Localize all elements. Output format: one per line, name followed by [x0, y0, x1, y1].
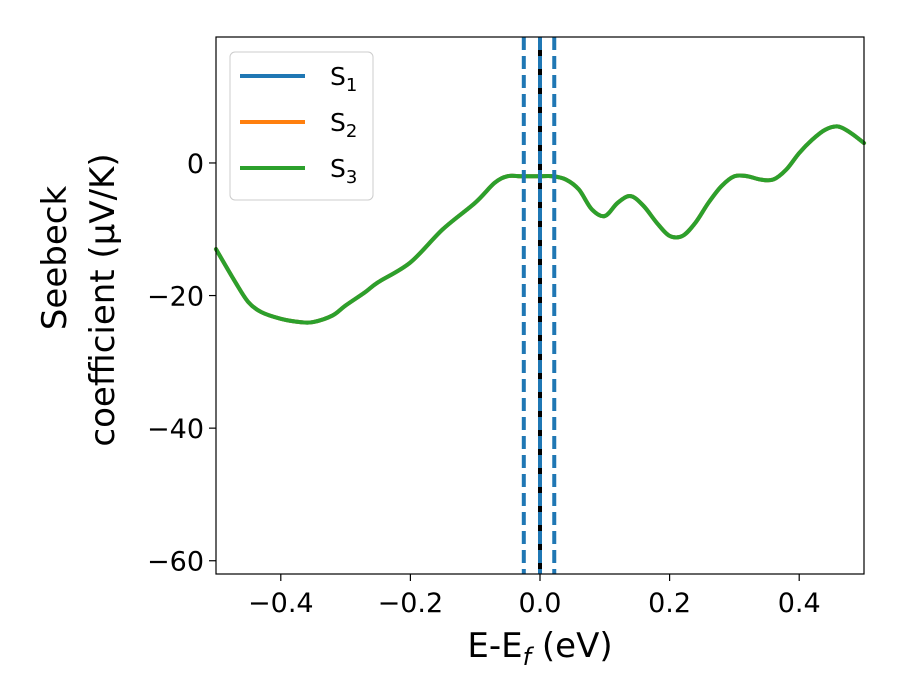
y-axis-label-line2: coefficient (μV/K) [83, 153, 123, 446]
series-line-s3 [214, 124, 866, 325]
y-axis-ticks: 0 −20 −40 −60 [147, 149, 216, 578]
x-axis-label: E-Ef (eV) [467, 626, 612, 671]
y-tick-label: −20 [147, 282, 204, 313]
legend: S1 S2 S3 [229, 51, 374, 201]
legend-box [229, 51, 374, 201]
series-lines [214, 124, 866, 325]
legend-label-s3: S3 [330, 154, 357, 188]
y-axis-label: Seebeck coefficient (μV/K) [35, 153, 123, 446]
x-tick-label: 0.0 [519, 588, 562, 619]
x-tick-label: 0.4 [778, 588, 821, 619]
x-axis-label-base: E-E [467, 626, 522, 666]
vertical-reference-lines [521, 37, 557, 574]
x-tick-label: −0.2 [378, 588, 444, 619]
legend-label-s2: S2 [330, 108, 357, 142]
y-tick-label: −40 [147, 414, 204, 445]
x-tick-label: 0.2 [648, 588, 691, 619]
x-axis-ticks: −0.4 −0.2 0.0 0.2 0.4 [248, 574, 821, 619]
y-tick-label: −60 [147, 547, 204, 578]
y-tick-label: 0 [187, 149, 204, 180]
legend-label-s1: S1 [330, 62, 357, 96]
x-axis-label-suffix: (eV) [531, 626, 613, 666]
legend-entries: S1 S2 S3 [240, 62, 357, 188]
x-tick-label: −0.4 [248, 588, 314, 619]
y-axis-label-line1: Seebeck [35, 186, 75, 331]
